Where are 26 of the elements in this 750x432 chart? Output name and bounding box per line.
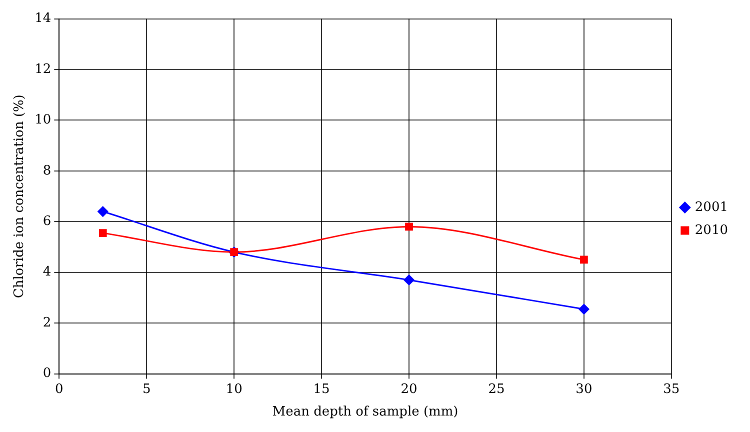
point — [98, 206, 108, 217]
point — [580, 256, 588, 264]
x-tick-label: 30 — [576, 382, 592, 397]
y-tick-label: 14 — [34, 11, 52, 26]
y-tick-label: 0 — [42, 366, 52, 382]
y-tick-label: 8 — [42, 163, 52, 178]
x-tick-label: 0 — [55, 382, 64, 397]
y-tick-label: 6 — [42, 214, 52, 230]
x-tick-label: 25 — [488, 382, 505, 397]
x-tick-label: 35 — [663, 382, 680, 397]
point — [405, 222, 413, 231]
y-tick-label: 12 — [34, 62, 52, 77]
y-tick-label: 2 — [42, 315, 52, 330]
x-tick-label: 10 — [226, 382, 242, 397]
y-tick-label: 4 — [42, 264, 52, 280]
y-axis-title: Chloride ion concentration (%) — [12, 94, 28, 298]
point — [578, 304, 590, 314]
x-tick-label: 5 — [142, 382, 151, 397]
legend-label: 2010 — [694, 222, 728, 238]
x-axis-title: Mean depth of sample (mm) — [272, 404, 458, 420]
point — [98, 229, 107, 237]
y-tick-label: 10 — [34, 112, 52, 128]
point — [404, 274, 414, 286]
legend-label: 2001 — [694, 200, 728, 215]
x-tick-label: 15 — [313, 382, 330, 397]
x-tick-label: 20 — [400, 382, 418, 397]
